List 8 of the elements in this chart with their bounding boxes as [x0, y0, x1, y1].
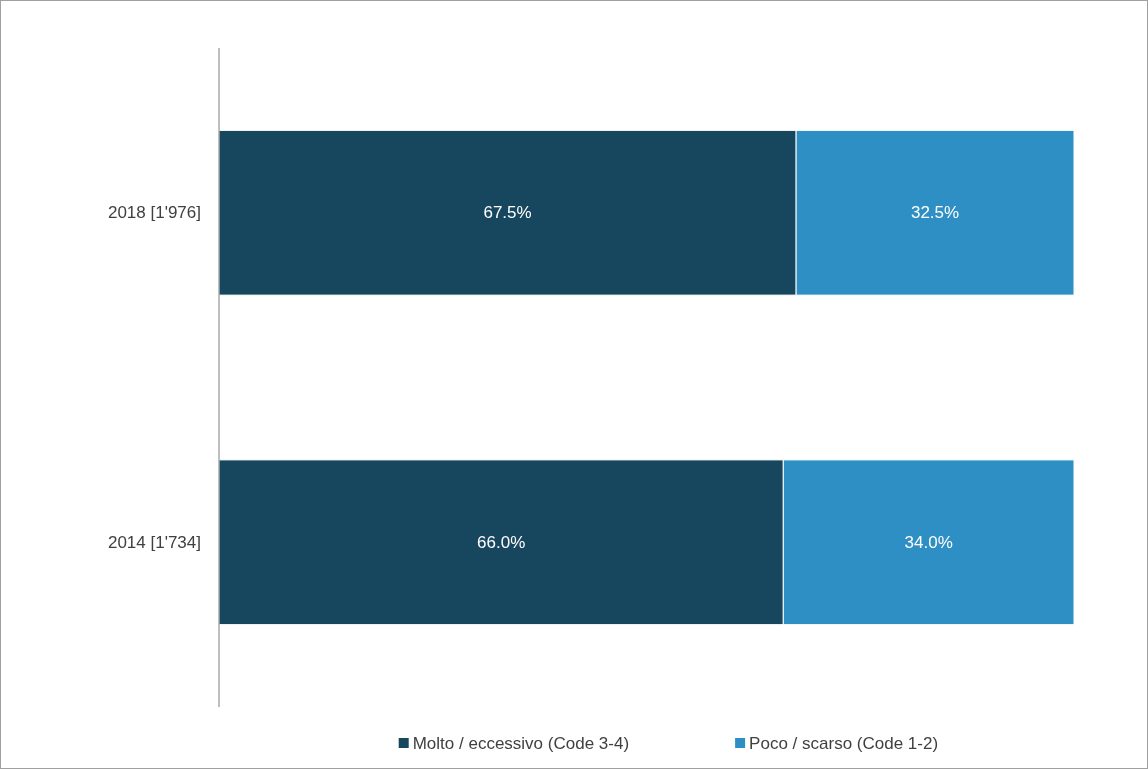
y-tick-label: 2014 [1'734] [107, 532, 201, 552]
y-tick-label: 2018 [1'976] [107, 203, 201, 223]
legend-label: Poco / scarso (Code 1-2) [749, 733, 939, 753]
data-label: 34.0% [904, 532, 953, 552]
data-label: 66.0% [477, 532, 526, 552]
data-label: 32.5% [910, 203, 960, 223]
legend-label: Molto / eccessivo (Code 3-4) [412, 733, 630, 753]
data-label: 67.5% [483, 203, 532, 223]
